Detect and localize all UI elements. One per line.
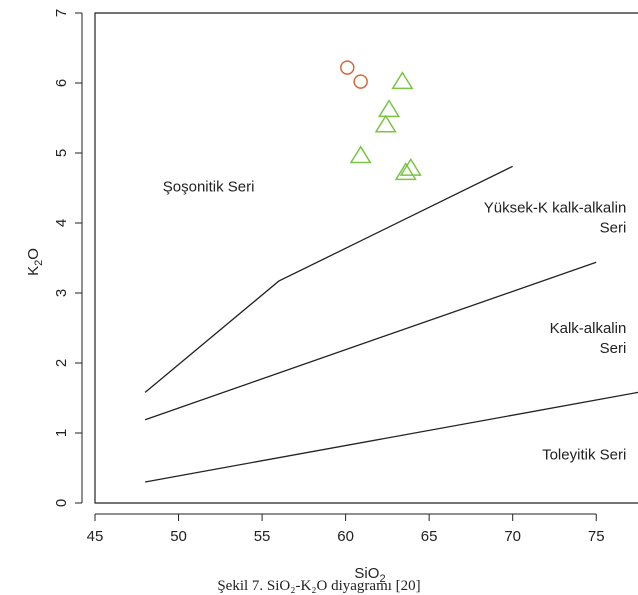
circle-point-1 [340, 60, 355, 75]
region-label-2: Yüksek-K kalk-alkalin Seri [484, 200, 627, 237]
region-label-2-line-2: Seri [600, 220, 627, 237]
region-label-3-line-2: Seri [600, 340, 627, 357]
y-tick-label-7: 7 [53, 9, 70, 17]
x-tick-label-55: 55 [254, 528, 271, 545]
region-label-3-line-1: Kalk-alkalin [550, 320, 627, 337]
x-axis-label-sub: 2 [379, 573, 385, 585]
boundary-line-2 [144, 261, 597, 421]
series-boundaries [144, 165, 638, 483]
y-axis-label: K2O [25, 248, 45, 276]
x-tick-label-70: 70 [504, 528, 521, 545]
data-points [340, 60, 422, 181]
x-axis-label: SiO2 [354, 565, 385, 585]
y-tick-label-4: 4 [53, 219, 70, 227]
y-tick-label-5: 5 [53, 149, 70, 157]
plot-frame [94, 12, 638, 504]
region-label-4: Toleyitik Seri [542, 447, 626, 464]
y-axis-label-suffix: O [25, 248, 42, 260]
x-axis: 45 50 55 60 65 70 75 [87, 513, 605, 545]
region-label-1-line-1: Şoşonitik Seri [163, 179, 255, 196]
figure-caption: Şekil 7. SiO₂-K₂O diyagramı [20] [217, 578, 421, 594]
triangle-point-4 [349, 145, 372, 164]
y-tick-label-6: 6 [53, 79, 70, 87]
x-tick-label-75: 75 [588, 528, 605, 545]
y-axis-label-sub: 2 [33, 260, 45, 266]
x-axis-label-main: SiO [354, 565, 379, 582]
region-label-3: Kalk-alkalin Seri [550, 320, 627, 357]
y-tick-label-2: 2 [53, 359, 70, 367]
plot-border [94, 12, 638, 504]
x-tick-label-60: 60 [337, 528, 354, 545]
boundary-line-1 [144, 165, 513, 393]
y-tick-label-1: 1 [53, 429, 70, 437]
region-label-2-line-1: Yüksek-K kalk-alkalin [484, 200, 627, 217]
triangle-point-2 [377, 99, 401, 118]
region-label-4-line-1: Toleyitik Seri [542, 447, 626, 464]
y-axis-label-main: K [25, 266, 42, 276]
triangle-point-1 [391, 71, 414, 90]
x-tick-label-65: 65 [421, 528, 438, 545]
triangle-point-6 [394, 162, 417, 181]
y-tick-label-3: 3 [53, 289, 70, 297]
circle-point-2 [353, 74, 368, 89]
region-label-1: Şoşonitik Seri [163, 179, 255, 196]
x-tick-label-45: 45 [87, 528, 104, 545]
boundary-line-3 [145, 391, 638, 483]
y-tick-label-0: 0 [53, 499, 70, 507]
triangle-point-5 [399, 157, 422, 176]
x-tick-label-50: 50 [170, 528, 187, 545]
triangle-point-3 [374, 114, 397, 133]
y-axis: 0 1 2 3 4 5 6 7 [53, 9, 83, 507]
